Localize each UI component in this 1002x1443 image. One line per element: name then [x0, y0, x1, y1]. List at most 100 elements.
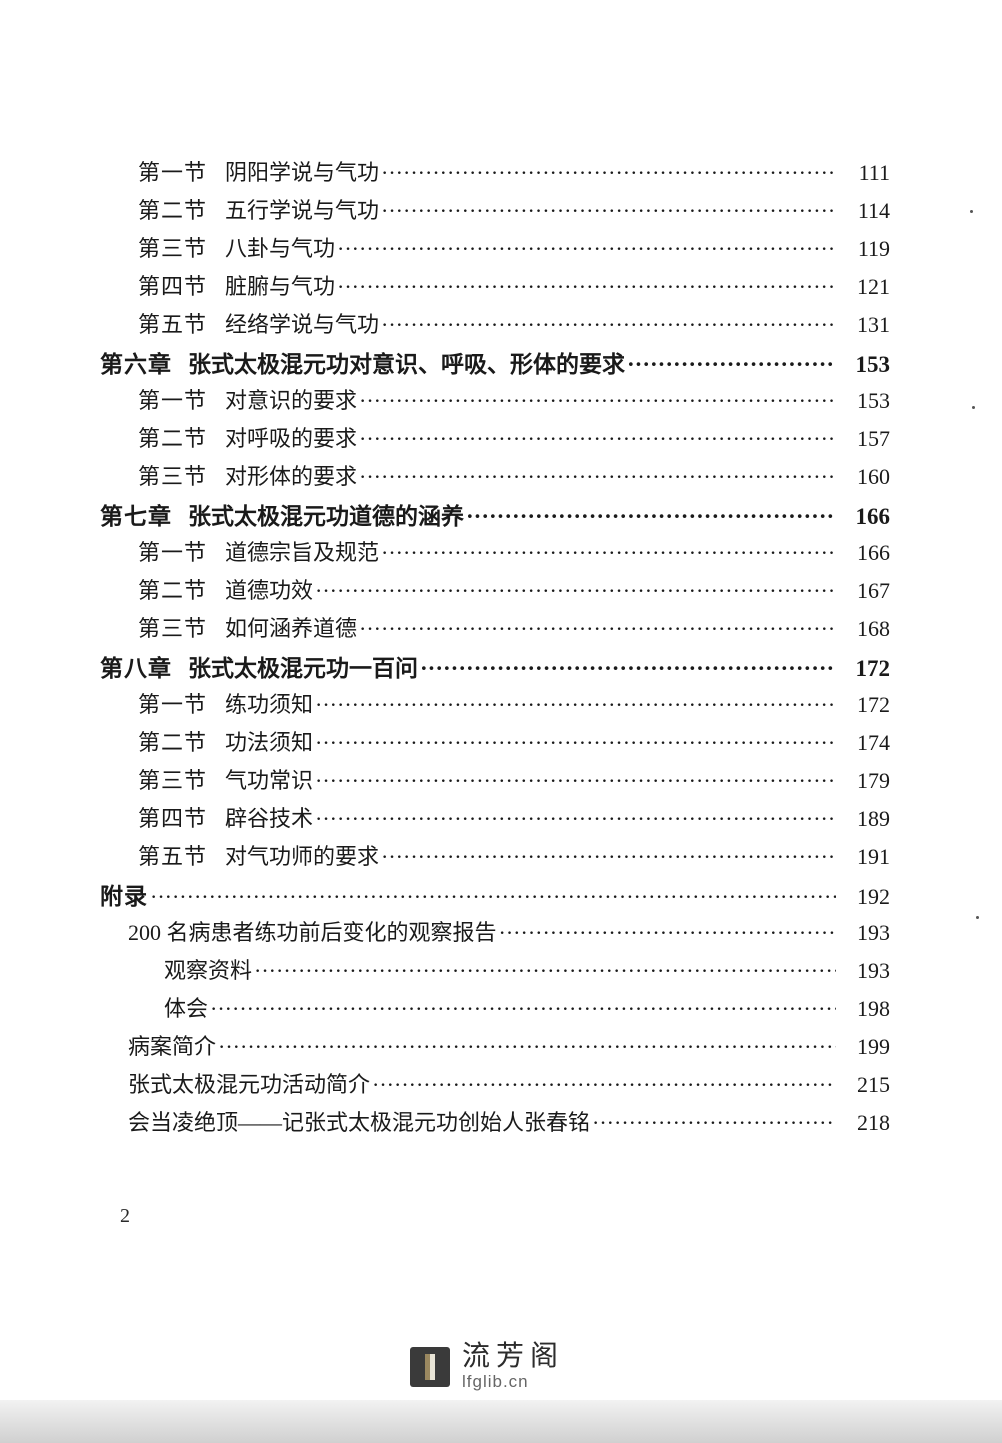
toc-leader: ········································…	[315, 730, 836, 756]
toc-entry-page: 157	[838, 426, 890, 452]
toc-entry-page: 191	[838, 844, 890, 870]
watermark: 流芳阁 lfglib.cn	[410, 1342, 564, 1391]
toc-leader: ········································…	[218, 1034, 836, 1060]
toc-entry: 观察资料····································…	[100, 953, 890, 991]
toc-entry: 第一节练功须知·································…	[100, 687, 890, 725]
toc-entry-title: 病案简介	[128, 1029, 216, 1061]
toc-entry: 第四节脏腑与气功································…	[100, 269, 890, 307]
toc-leader: ········································…	[627, 352, 836, 378]
book-icon	[410, 1347, 450, 1387]
toc-entry-page: 189	[838, 806, 890, 832]
toc-entry-label: 第二节	[138, 725, 207, 757]
toc-entry-label: 第一节	[138, 687, 207, 719]
toc-entry: 第三节气功常识·································…	[100, 763, 890, 801]
toc-entry: 第一节对意识的要求·······························…	[100, 383, 890, 421]
toc-entry-title: 练功须知	[225, 687, 313, 719]
toc-entry-page: 193	[838, 920, 890, 946]
scan-speck	[976, 916, 979, 919]
toc-entry: 体会······································…	[100, 991, 890, 1029]
toc-entry-page: 215	[838, 1072, 890, 1098]
toc-entry: 病案简介····································…	[100, 1029, 890, 1067]
toc-entry: 第二节道德功效·································…	[100, 573, 890, 611]
toc-entry-page: 192	[838, 884, 890, 910]
toc-entry-page: 198	[838, 996, 890, 1022]
toc-entry-label: 第四节	[138, 801, 207, 833]
toc-entry-title: 五行学说与气功	[225, 193, 379, 225]
toc-leader: ········································…	[315, 768, 836, 794]
toc-entry-label: 第五节	[138, 307, 207, 339]
toc-leader: ········································…	[359, 616, 836, 642]
toc-entry-title: 功法须知	[225, 725, 313, 757]
toc-entry-page: 114	[838, 198, 890, 224]
toc-leader: ········································…	[381, 540, 836, 566]
toc-entry-label: 第一节	[138, 155, 207, 187]
toc-entry-page: 174	[838, 730, 890, 756]
scan-speck	[970, 210, 973, 213]
toc-entry-page: 166	[838, 540, 890, 566]
toc-entry-page: 119	[838, 236, 890, 262]
toc-leader: ········································…	[337, 236, 836, 262]
toc-entry-label: 第一节	[138, 535, 207, 567]
toc-leader: ········································…	[381, 312, 836, 338]
toc-entry: 会当凌绝顶——记张式太极混元功创始人张春铭···················…	[100, 1105, 890, 1143]
toc-entry: 第五节对气功师的要求······························…	[100, 839, 890, 877]
toc-entry: 第三节八卦与气功································…	[100, 231, 890, 269]
toc-entry: 第二节功法须知·································…	[100, 725, 890, 763]
toc-leader: ········································…	[420, 656, 836, 682]
toc-leader: ········································…	[381, 198, 836, 224]
toc-entry-title: 道德宗旨及规范	[225, 535, 379, 567]
toc-entry-title: 对形体的要求	[225, 459, 357, 491]
toc-entry-label: 第八章	[100, 649, 172, 683]
toc-entry-page: 166	[838, 504, 890, 530]
toc-leader: ········································…	[315, 692, 836, 718]
toc-entry: 第七章张式太极混元功道德的涵养·························…	[100, 497, 890, 535]
toc-entry-page: 199	[838, 1034, 890, 1060]
toc-entry-title: 会当凌绝顶——记张式太极混元功创始人张春铭	[128, 1105, 590, 1137]
toc-entry-page: 193	[838, 958, 890, 984]
toc-entry-label: 第七章	[100, 497, 172, 531]
toc-entry-page: 172	[838, 656, 890, 682]
toc-entry-title: 观察资料	[164, 953, 252, 985]
toc-entry: 附录······································…	[100, 877, 890, 915]
toc-entry-label: 第三节	[138, 763, 207, 795]
toc-entry: 200 名病患者练功前后变化的观察报告·····················…	[100, 915, 890, 953]
watermark-cn: 流芳阁	[462, 1342, 564, 1373]
scan-speck	[972, 406, 975, 409]
toc-entry-page: 160	[838, 464, 890, 490]
toc-leader: ········································…	[210, 996, 836, 1022]
toc-entry: 第五节经络学说与气功······························…	[100, 307, 890, 345]
toc-leader: ········································…	[359, 388, 836, 414]
toc-entry-title: 张式太极混元功道德的涵养	[188, 497, 464, 531]
toc-entry-page: 179	[838, 768, 890, 794]
watermark-en: lfglib.cn	[462, 1373, 564, 1392]
toc-entry-title: 辟谷技术	[225, 801, 313, 833]
toc-entry-label: 第二节	[138, 193, 207, 225]
toc-entry-page: 111	[838, 160, 890, 186]
toc-entry-label: 附录	[100, 877, 148, 911]
book-icon-inner	[425, 1354, 435, 1380]
toc-leader: ········································…	[381, 160, 836, 186]
page-number: 2	[120, 1205, 130, 1228]
toc-entry-page: 121	[838, 274, 890, 300]
toc-entry-title: 张式太极混元功一百问	[188, 649, 418, 683]
toc-entry-label: 第二节	[138, 421, 207, 453]
toc-entry-label: 第三节	[138, 231, 207, 263]
toc-leader: ········································…	[254, 958, 836, 984]
toc-entry-title: 对气功师的要求	[225, 839, 379, 871]
toc-entry: 第三节如何涵养道德·······························…	[100, 611, 890, 649]
toc-leader: ········································…	[592, 1110, 836, 1136]
toc-entry: 第四节辟谷技术·································…	[100, 801, 890, 839]
toc-entry-title: 对呼吸的要求	[225, 421, 357, 453]
toc-entry-page: 167	[838, 578, 890, 604]
toc-entry-title: 张式太极混元功对意识、呼吸、形体的要求	[188, 345, 625, 379]
toc-entry: 第一节阴阳学说与气功······························…	[100, 155, 890, 193]
toc-entry-page: 172	[838, 692, 890, 718]
toc-leader: ········································…	[315, 806, 836, 832]
watermark-text: 流芳阁 lfglib.cn	[462, 1342, 564, 1391]
toc-entry-title: 对意识的要求	[225, 383, 357, 415]
toc-entry: 第六章张式太极混元功对意识、呼吸、形体的要求··················…	[100, 345, 890, 383]
toc-entry-page: 218	[838, 1110, 890, 1136]
table-of-contents: 第一节阴阳学说与气功······························…	[100, 155, 890, 1143]
toc-entry-label: 第三节	[138, 611, 207, 643]
toc-entry: 张式太极混元功活动简介·····························…	[100, 1067, 890, 1105]
